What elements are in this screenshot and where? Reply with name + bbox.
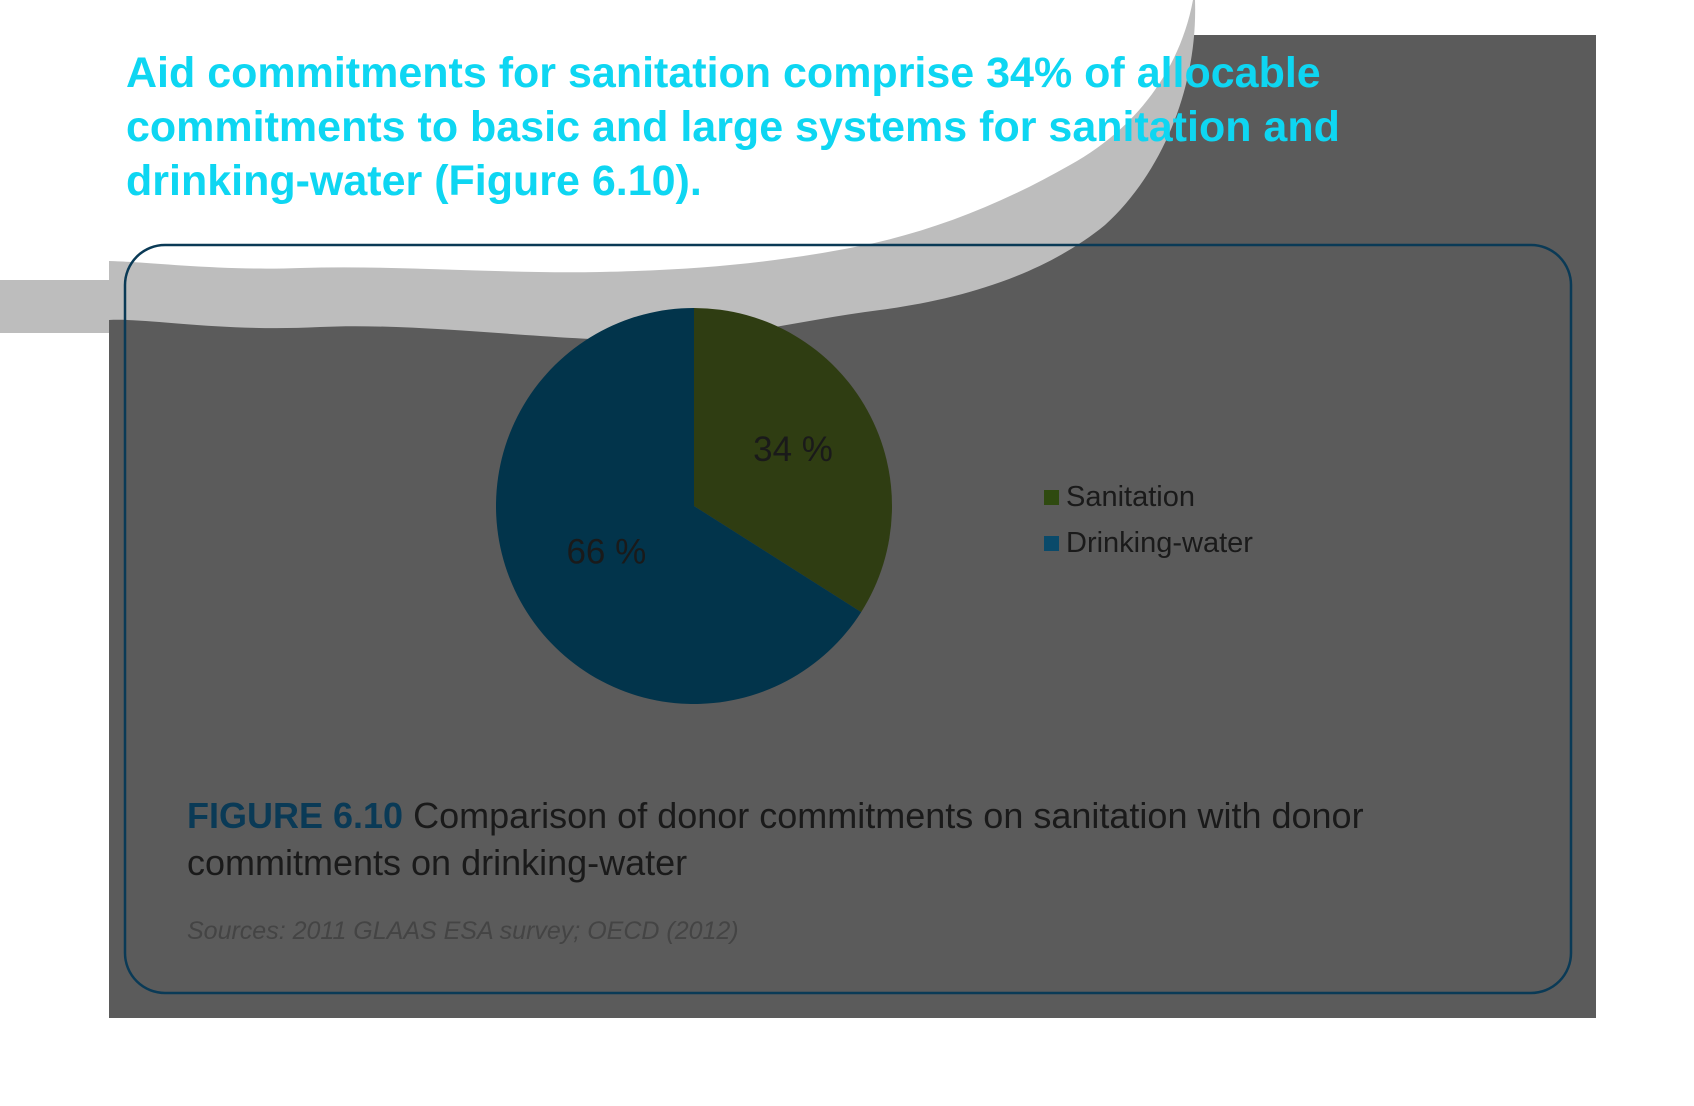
pie-slice-sanitation bbox=[694, 308, 893, 613]
legend-label-sanitation: Sanitation bbox=[1066, 480, 1195, 513]
white-wave bbox=[0, 0, 1193, 280]
figure-caption-text: Comparison of donor commitments on sanit… bbox=[187, 795, 1364, 883]
legend-item-sanitation: Sanitation bbox=[1044, 474, 1253, 520]
figure-number: FIGURE 6.10 bbox=[187, 795, 404, 836]
pie-label-sanitation: 34 % bbox=[753, 430, 833, 469]
figure-source: Sources: 2011 GLAAS ESA survey; OECD (20… bbox=[187, 917, 739, 945]
figure-frame bbox=[123, 243, 1573, 995]
figure-caption: FIGURE 6.10 Comparison of donor commitme… bbox=[187, 792, 1507, 886]
headline: Aid commitments for sanitation comprise … bbox=[126, 49, 1340, 205]
legend-swatch-sanitation bbox=[1044, 489, 1059, 505]
legend-swatch-drinking-water bbox=[1044, 535, 1059, 551]
pie-slices bbox=[496, 308, 893, 704]
pie-label-drinking-water: 66 % bbox=[566, 532, 646, 571]
pie-slice-drinking-water bbox=[496, 308, 862, 704]
chart-legend: Sanitation Drinking-water bbox=[1044, 474, 1253, 566]
legend-label-drinking-water: Drinking-water bbox=[1066, 526, 1253, 559]
legend-item-drinking-water: Drinking-water bbox=[1044, 520, 1253, 566]
pie-labels: 34 % 66 % bbox=[566, 430, 832, 572]
